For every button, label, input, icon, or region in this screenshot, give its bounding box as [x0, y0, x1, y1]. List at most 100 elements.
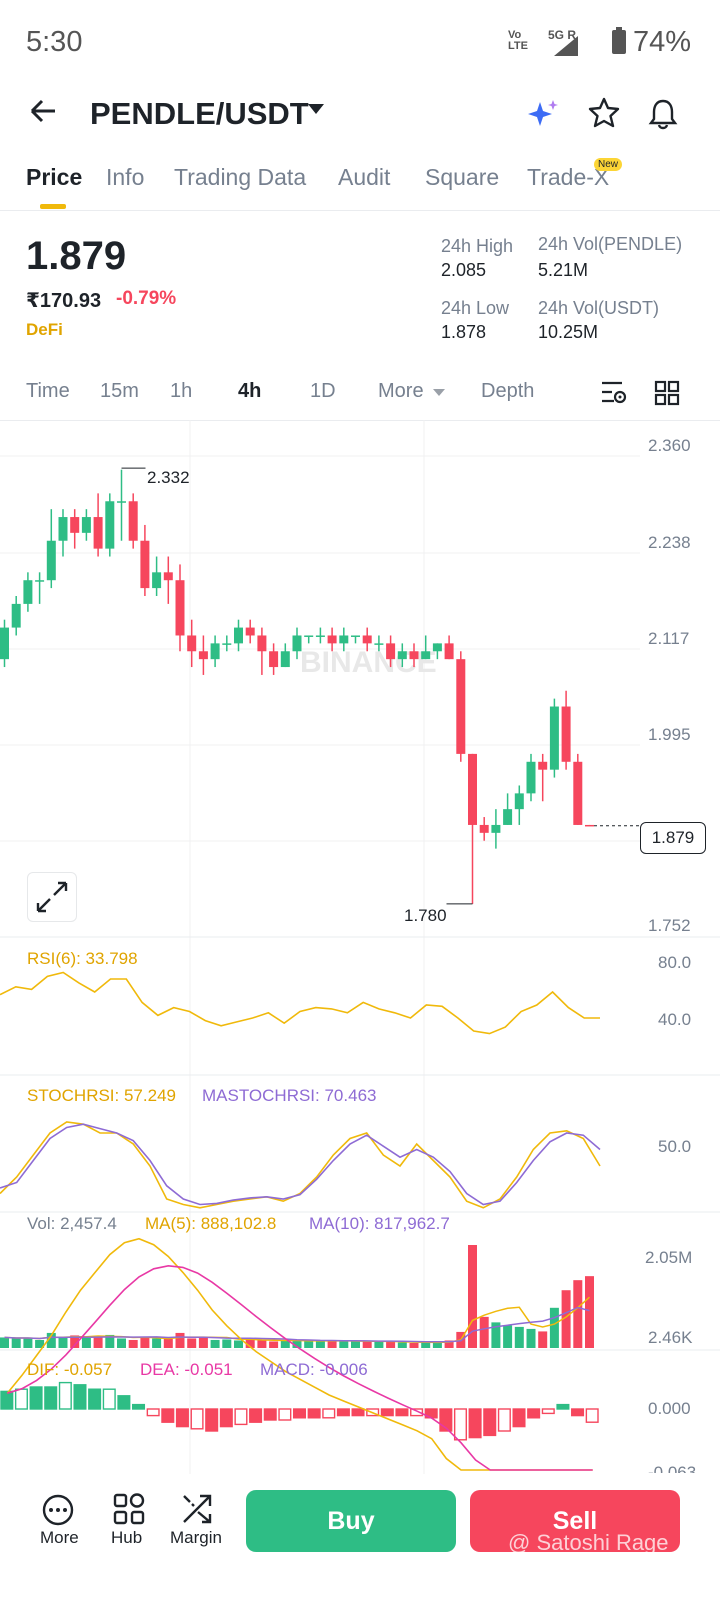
indicator-settings-icon[interactable] — [600, 380, 628, 411]
pair-selector[interactable]: PENDLE/USDT — [90, 96, 309, 131]
tf-1h[interactable]: 1h — [170, 380, 193, 402]
signal-icon: 5G R — [548, 28, 578, 56]
vol-base-label: 24h Vol(PENDLE) — [538, 234, 683, 254]
fullscreen-button[interactable] — [27, 872, 77, 922]
volume-bar — [163, 1338, 173, 1348]
macd-bar — [175, 1408, 189, 1428]
tab-info[interactable]: Info — [106, 164, 145, 190]
candle-body — [210, 643, 220, 660]
candle-body — [397, 651, 407, 660]
candle-body — [538, 761, 548, 770]
macd-bar — [161, 1408, 175, 1423]
more-label[interactable]: More — [40, 1528, 79, 1547]
candle-body — [152, 572, 162, 589]
tf-more[interactable]: More — [378, 380, 424, 402]
dif-label: DIF: -0.057 — [27, 1360, 113, 1379]
macd-tick: -0.063 — [648, 1463, 697, 1473]
tab-square[interactable]: Square — [425, 164, 500, 190]
volume-bar — [339, 1340, 349, 1348]
volume-bar — [514, 1326, 524, 1348]
macd-bar — [483, 1408, 497, 1437]
candle-body — [81, 517, 91, 533]
candle-body — [561, 706, 571, 762]
ma10-line — [4, 1306, 590, 1343]
tf-15m[interactable]: 15m — [100, 380, 139, 402]
category-tag[interactable]: DeFi — [26, 320, 63, 339]
candle-body — [70, 517, 80, 533]
macd-bar — [527, 1408, 541, 1419]
volume-bar — [421, 1342, 431, 1348]
volume-bar — [538, 1331, 548, 1348]
volume-bar — [210, 1339, 220, 1348]
macd-bar — [117, 1395, 131, 1410]
price-chart[interactable]: BINANCE — [0, 420, 720, 1474]
volume-bar — [81, 1337, 91, 1348]
candle-body — [327, 635, 337, 644]
candle-body — [362, 635, 372, 644]
candle-body — [432, 643, 442, 652]
favorite-star-icon[interactable] — [588, 96, 620, 136]
macd-bar — [58, 1381, 72, 1410]
candle-body — [163, 572, 173, 581]
candle-body — [35, 580, 45, 582]
macd-bar — [380, 1408, 394, 1417]
max-price-label: 2.332 — [147, 468, 190, 487]
pair-dropdown-icon[interactable] — [308, 104, 324, 114]
candle-body — [11, 603, 21, 628]
expand-icon — [36, 881, 68, 913]
volume-bar — [468, 1245, 477, 1348]
margin-icon[interactable] — [180, 1492, 214, 1531]
macd-bar — [439, 1408, 453, 1432]
candle-body — [526, 761, 536, 794]
hub-icon[interactable] — [112, 1492, 146, 1531]
low-label: 24h Low — [441, 298, 510, 318]
buy-button[interactable]: Buy — [246, 1490, 456, 1552]
volume-bar — [234, 1340, 243, 1348]
macd-bar — [73, 1384, 87, 1410]
more-dropdown-icon[interactable] — [433, 389, 445, 396]
tf-1d[interactable]: 1D — [310, 380, 336, 402]
candle-body — [491, 824, 501, 833]
stoch-tick: 50.0 — [658, 1137, 692, 1156]
vol-label: Vol: 2,457.4 — [27, 1214, 117, 1233]
tab-price[interactable]: Price — [26, 164, 83, 190]
y-tick: 2.360 — [648, 436, 691, 455]
macd-bar — [351, 1408, 365, 1417]
tab-audit[interactable]: Audit — [338, 164, 391, 190]
candle-body — [456, 659, 466, 754]
rsi-line — [0, 971, 600, 1035]
macd-bar — [263, 1408, 277, 1421]
candle-body — [269, 651, 279, 668]
tf-time[interactable]: Time — [26, 380, 70, 402]
macd-bar — [512, 1408, 526, 1428]
volume-bar — [58, 1337, 68, 1348]
tab-trading-data[interactable]: Trading Data — [174, 164, 307, 190]
more-icon[interactable] — [40, 1492, 76, 1533]
volume-bar — [245, 1339, 255, 1348]
ai-sparkle-icon[interactable]: Ai — [528, 98, 560, 135]
back-arrow-icon[interactable] — [28, 96, 58, 135]
candle-body — [374, 643, 384, 645]
macd-bar — [292, 1408, 307, 1419]
macd-bar — [88, 1388, 102, 1410]
rsi-tick: 80.0 — [658, 953, 692, 972]
candle-body — [292, 635, 302, 652]
volume-bar — [23, 1337, 33, 1348]
macd-tick: 0.000 — [648, 1399, 691, 1418]
alert-bell-icon[interactable] — [648, 98, 678, 135]
margin-label[interactable]: Margin — [170, 1528, 222, 1547]
tf-4h[interactable]: 4h — [238, 380, 262, 402]
vol-tick: 2.46K — [648, 1328, 693, 1347]
min-price-label: 1.780 — [404, 906, 447, 925]
candle-body — [58, 517, 68, 541]
volume-bar — [35, 1339, 45, 1348]
sell-button[interactable]: Sell — [470, 1490, 680, 1552]
candle-body — [479, 824, 489, 833]
hub-label[interactable]: Hub — [111, 1528, 143, 1547]
y-tick: 1.752 — [648, 916, 691, 935]
layout-grid-icon[interactable] — [654, 380, 680, 411]
tf-depth[interactable]: Depth — [481, 380, 535, 402]
battery-percent: 74% — [633, 26, 692, 58]
macd-bar — [190, 1408, 204, 1430]
volume-bar — [409, 1342, 419, 1348]
